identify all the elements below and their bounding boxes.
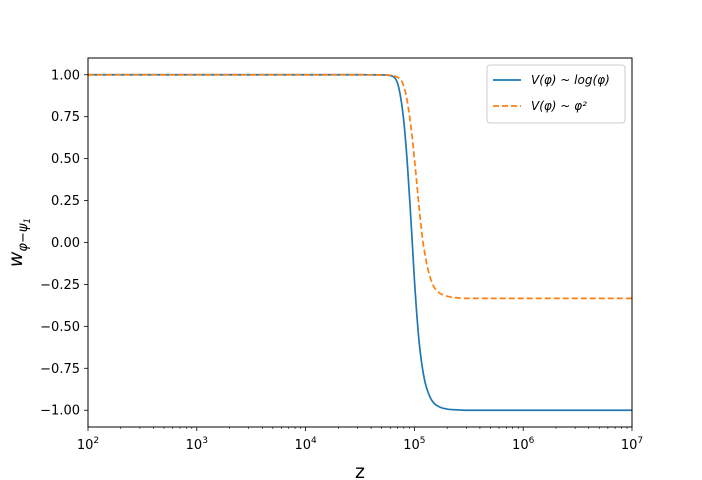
legend-label-log: V(φ) ~ log(φ) (531, 73, 610, 87)
x-tick-label: 104 (294, 436, 317, 453)
x-ticks: 102 103 104 105 106 107 (77, 427, 643, 453)
x-tick-label: 106 (512, 436, 535, 453)
y-tick-label: 1.00 (51, 68, 80, 83)
series-line-1 (88, 73, 632, 300)
y-ticks: 1.00 0.75 0.50 0.25 0.00 −0.25 −0.50 −0.75 −1.00 (40, 68, 88, 419)
y-axis-label: wφ−ψ1 (5, 218, 33, 267)
y-tick-label: −1.00 (40, 404, 80, 419)
x-tick-label: 102 (77, 436, 99, 453)
legend: V(φ) ~ log(φ) V(φ) ~ φ² (486, 64, 626, 124)
y-tick-label: −0.25 (40, 278, 80, 293)
series-line-0 (88, 73, 632, 412)
legend-label-phi2: V(φ) ~ φ² (531, 99, 587, 113)
x-tick-label: 103 (186, 436, 208, 453)
y-tick-label: 0.00 (51, 236, 80, 251)
legend-box (486, 64, 626, 124)
y-tick-label: −0.50 (40, 320, 80, 335)
x-axis-label: z (355, 461, 365, 480)
y-tick-label: 0.75 (51, 110, 80, 125)
series-layer (88, 73, 632, 412)
x-tick-label: 107 (621, 436, 643, 453)
x-tick-label: 105 (403, 436, 425, 453)
y-tick-label: 0.25 (51, 194, 80, 209)
y-tick-label: −0.75 (40, 362, 80, 377)
y-tick-label: 0.50 (51, 152, 80, 167)
